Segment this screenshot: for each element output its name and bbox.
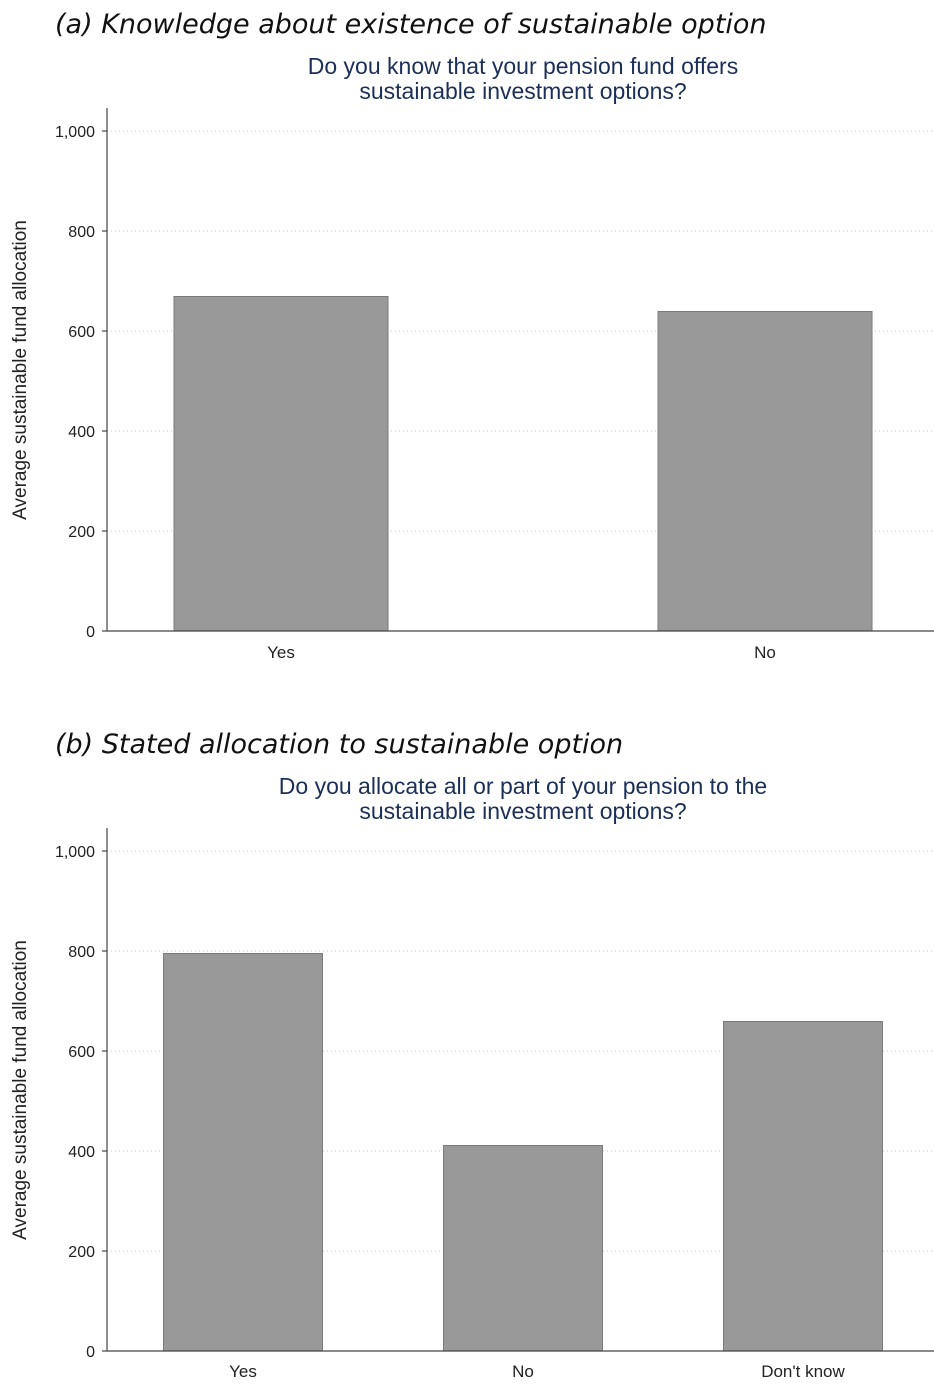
bars (163, 953, 883, 1352)
y-tick-label: 0 (86, 1344, 95, 1361)
y-tick-label: 800 (68, 944, 95, 961)
x-category-label: No (754, 643, 776, 662)
y-tick-labels: 0 200 400 600 800 1,000 (55, 124, 95, 641)
panel-label-a: (a) Knowledge about existence of sustain… (55, 9, 767, 40)
y-tick-label: 800 (68, 224, 95, 241)
chart-title-line-1: Do you know that your pension fund offer… (308, 53, 738, 79)
y-tick-label: 0 (86, 624, 95, 641)
chart-panel-b: (b) Stated allocation to sustainable opt… (10, 729, 934, 1381)
bar (723, 1021, 883, 1352)
chart-title-line-2: sustainable investment options? (359, 78, 686, 104)
bars (173, 296, 873, 632)
y-tick-label: 600 (68, 324, 95, 341)
y-axis-title: Average sustainable fund allocation (10, 220, 31, 520)
x-category-label: Yes (229, 1362, 257, 1381)
y-axis-title: Average sustainable fund allocation (10, 940, 31, 1240)
chart-panel-a: (a) Knowledge about existence of sustain… (10, 9, 934, 662)
y-tick-label: 400 (68, 1144, 95, 1161)
y-tick-label: 600 (68, 1044, 95, 1061)
y-tick-labels: 0 200 400 600 800 1,000 (55, 844, 95, 1361)
bar (163, 953, 323, 1352)
x-category-labels: Yes No Don't know (229, 1362, 845, 1381)
x-category-label: No (512, 1362, 534, 1381)
x-category-label: Yes (267, 643, 295, 662)
y-tick-label: 400 (68, 424, 95, 441)
axes (102, 828, 934, 1352)
bar (657, 311, 873, 632)
bar (173, 296, 389, 632)
y-tick-label: 1,000 (55, 124, 95, 141)
chart-title-line-2: sustainable investment options? (359, 798, 686, 824)
y-tick-label: 200 (68, 524, 95, 541)
axes (102, 108, 934, 632)
y-tick-label: 200 (68, 1244, 95, 1261)
panel-label-b: (b) Stated allocation to sustainable opt… (55, 729, 623, 760)
x-category-labels: Yes No (267, 643, 776, 662)
bar (443, 1145, 603, 1352)
y-tick-label: 1,000 (55, 844, 95, 861)
chart-title-line-1: Do you allocate all or part of your pens… (279, 773, 767, 799)
x-category-label: Don't know (761, 1362, 845, 1381)
